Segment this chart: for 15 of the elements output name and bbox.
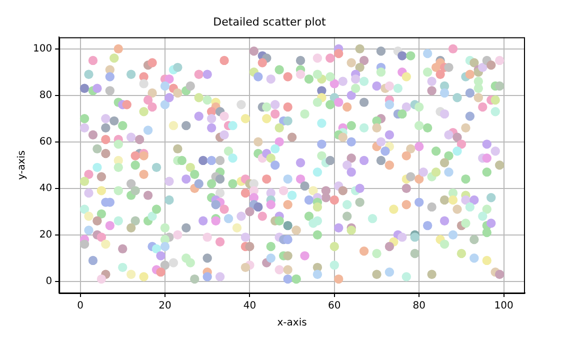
- x-tick-label: 0: [77, 300, 84, 312]
- chart-title: Detailed scatter plot: [213, 15, 327, 28]
- x-tick-label: 60: [328, 300, 341, 312]
- x-tick-label: 100: [494, 300, 514, 312]
- y-tick-label: 40: [39, 182, 52, 194]
- y-axis-title: y-axis: [16, 150, 28, 180]
- y-tick-label: 100: [32, 43, 52, 54]
- x-tick-label: 40: [243, 300, 256, 312]
- x-tick-label: 20: [158, 300, 172, 312]
- y-tick-label: 80: [39, 90, 52, 101]
- y-tick-label: 20: [39, 229, 52, 240]
- x-tick-label: 80: [412, 300, 426, 312]
- x-axis-title: x-axis: [277, 318, 307, 329]
- y-tick-label: 60: [39, 136, 52, 148]
- y-tick-label: 0: [46, 276, 52, 287]
